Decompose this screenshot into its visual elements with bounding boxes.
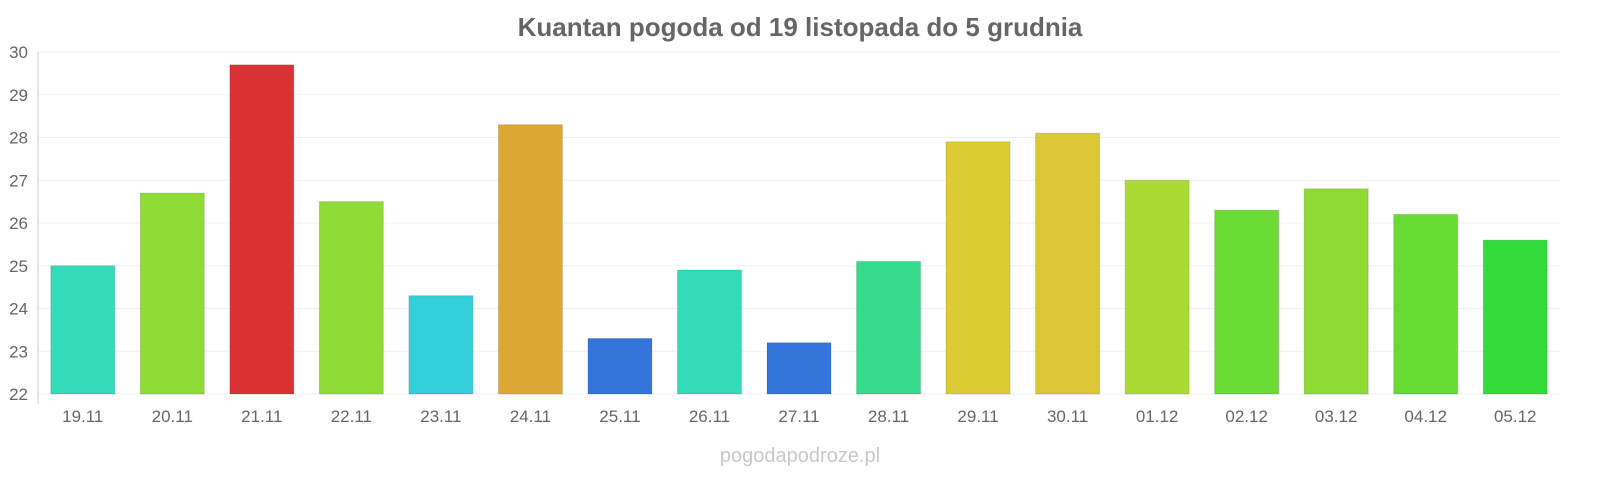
bar-26.11 (676, 269, 742, 395)
x-tick-label: 23.11 (420, 407, 461, 426)
x-tick-label: 22.11 (331, 407, 372, 426)
y-tick-label: 30 (9, 43, 28, 62)
x-tick-label: 28.11 (868, 407, 909, 426)
x-tick-label: 24.11 (510, 407, 551, 426)
x-tick-label: 25.11 (599, 407, 640, 426)
bar-30.11 (1035, 132, 1101, 395)
y-tick-label: 26 (9, 214, 28, 233)
bar-03.12 (1303, 188, 1369, 395)
bar-29.11 (945, 141, 1011, 395)
bar-19.11 (50, 265, 116, 395)
x-tick-label: 19.11 (62, 407, 103, 426)
x-tick-label: 30.11 (1047, 407, 1088, 426)
x-tick-label: 29.11 (957, 407, 998, 426)
bar-27.11 (766, 342, 832, 395)
bar-01.12 (1124, 179, 1190, 395)
y-tick-label: 29 (9, 86, 28, 105)
y-tick-label: 28 (9, 129, 28, 148)
x-tick-label: 04.12 (1404, 407, 1447, 426)
bar-22.11 (318, 201, 384, 395)
y-tick-label: 22 (9, 385, 28, 404)
x-tick-label: 05.12 (1494, 407, 1537, 426)
x-tick-label: 20.11 (152, 407, 193, 426)
chart-title: Kuantan pogoda od 19 listopada do 5 grud… (518, 12, 1083, 42)
bar-05.12 (1482, 239, 1548, 395)
y-tick-label: 25 (9, 257, 28, 276)
x-tick-label: 21.11 (241, 407, 282, 426)
x-tick-label: 02.12 (1225, 407, 1268, 426)
y-tick-label: 23 (9, 342, 28, 361)
y-tick-label: 27 (9, 171, 28, 190)
x-tick-label: 26.11 (689, 407, 730, 426)
x-tick-label: 01.12 (1136, 407, 1179, 426)
bars (50, 64, 1548, 395)
y-tick-label: 24 (9, 300, 28, 319)
bar-02.12 (1214, 209, 1280, 395)
bar-23.11 (408, 295, 474, 395)
x-axis: 19.11 20.11 21.11 22.11 23.11 24.11 25.11 26.11… (62, 407, 1536, 426)
y-axis: 22 23 24 25 26 27 28 29 30 (9, 43, 39, 404)
watermark: pogodapodroze.pl (720, 445, 880, 467)
x-tick-label: 03.12 (1315, 407, 1358, 426)
bar-28.11 (856, 260, 922, 395)
bar-21.11 (229, 64, 295, 395)
bar-04.12 (1393, 213, 1459, 395)
x-tick-label: 27.11 (778, 407, 819, 426)
bar-20.11 (139, 192, 205, 395)
bar-25.11 (587, 337, 653, 395)
bar-24.11 (497, 124, 563, 395)
